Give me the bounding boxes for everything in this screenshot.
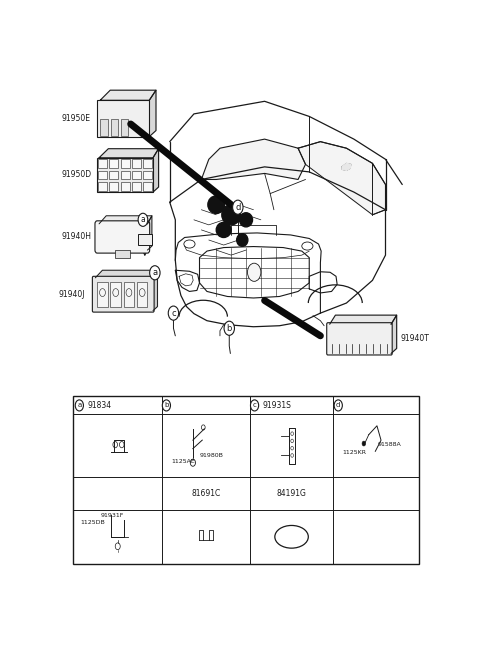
Ellipse shape [216,222,231,238]
Text: 91940J: 91940J [58,290,84,299]
Text: a: a [77,402,82,409]
Circle shape [224,321,234,335]
Text: b: b [164,402,168,409]
Polygon shape [147,215,152,250]
FancyBboxPatch shape [97,100,149,137]
Bar [109,171,119,179]
Bar [143,182,152,191]
Circle shape [362,441,366,446]
Bar [73,396,419,564]
Text: b: b [227,324,232,333]
Polygon shape [202,139,305,179]
Polygon shape [100,90,156,100]
Text: 84191G: 84191G [276,489,307,498]
Polygon shape [153,149,158,192]
Circle shape [138,214,148,227]
Polygon shape [149,90,156,137]
Text: 91940H: 91940H [62,233,92,242]
Text: d: d [336,402,340,409]
Text: 1125AE: 1125AE [172,459,195,464]
Bar [124,282,134,307]
Bar [98,159,107,168]
Bar [109,159,119,168]
Text: c: c [171,309,176,318]
Bar [132,159,141,168]
Text: 91834: 91834 [88,401,112,410]
FancyBboxPatch shape [327,323,392,355]
Circle shape [168,306,179,320]
Text: 91950E: 91950E [62,114,91,123]
Polygon shape [99,149,158,158]
Text: 91931F: 91931F [101,513,124,518]
Text: 91931S: 91931S [263,401,292,410]
Bar [110,282,121,307]
Text: 1125DB: 1125DB [81,520,105,525]
Bar [132,182,141,191]
Bar [143,159,152,168]
Text: a: a [152,269,157,277]
Text: 91940T: 91940T [400,334,429,343]
Polygon shape [153,271,157,310]
Polygon shape [391,315,396,354]
Circle shape [150,266,160,280]
FancyBboxPatch shape [92,276,154,312]
Text: d: d [235,202,240,212]
Bar [120,159,130,168]
FancyBboxPatch shape [95,221,150,253]
Text: 91950D: 91950D [62,170,92,179]
Bar [120,171,130,179]
Bar [143,171,152,179]
Bar [109,182,119,191]
Polygon shape [330,315,396,324]
FancyBboxPatch shape [97,158,153,192]
Text: 91588A: 91588A [378,441,402,447]
Ellipse shape [222,204,240,225]
Polygon shape [298,141,385,215]
Bar [97,282,108,307]
Text: c: c [252,402,256,409]
Circle shape [334,400,342,411]
Circle shape [251,400,259,411]
Circle shape [233,200,243,214]
Bar [98,182,107,191]
Polygon shape [96,271,157,278]
Bar [100,119,108,136]
Circle shape [162,400,170,411]
Circle shape [75,400,84,411]
Ellipse shape [237,234,248,246]
Text: 1125KR: 1125KR [342,451,366,455]
Ellipse shape [240,213,252,227]
Text: 81691C: 81691C [192,489,221,498]
Bar [121,119,129,136]
Bar [98,171,107,179]
Bar [120,182,130,191]
Bar [137,282,147,307]
Bar [115,250,130,257]
Bar [132,171,141,179]
Bar [138,234,152,245]
Polygon shape [99,215,152,224]
Text: a: a [141,215,145,224]
Bar [110,119,118,136]
Polygon shape [342,163,351,170]
Text: 91980B: 91980B [200,453,223,458]
Circle shape [248,263,261,282]
Ellipse shape [208,196,225,214]
